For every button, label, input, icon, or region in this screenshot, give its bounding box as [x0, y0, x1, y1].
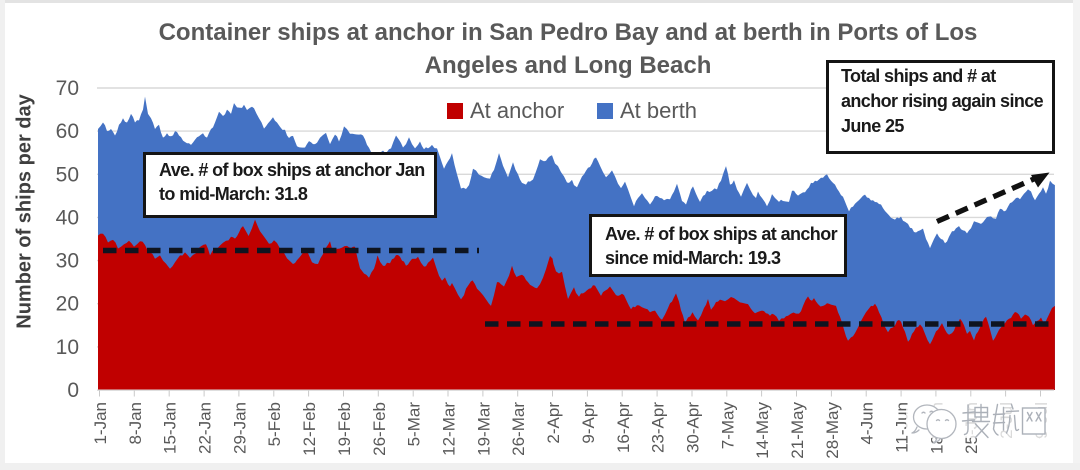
svg-text:7-May: 7-May: [718, 402, 737, 450]
svg-text:70: 70: [56, 77, 79, 100]
svg-text:5-Mar: 5-Mar: [405, 402, 424, 447]
svg-text:19-Mar: 19-Mar: [474, 402, 493, 456]
svg-text:15-Jan: 15-Jan: [161, 402, 180, 454]
svg-text:9-Apr: 9-Apr: [579, 402, 598, 444]
svg-text:0: 0: [67, 379, 79, 402]
svg-text:60: 60: [56, 120, 79, 143]
svg-text:1-Jan: 1-Jan: [91, 402, 110, 445]
svg-text:12-Feb: 12-Feb: [300, 402, 319, 456]
svg-text:50: 50: [56, 163, 79, 186]
svg-text:10: 10: [56, 336, 79, 359]
svg-text:22-Jan: 22-Jan: [196, 402, 215, 454]
svg-text:26-Feb: 26-Feb: [370, 402, 389, 456]
svg-text:20: 20: [56, 293, 79, 316]
svg-text:28-May: 28-May: [823, 402, 842, 459]
svg-text:14-May: 14-May: [753, 402, 772, 459]
svg-text:12-Mar: 12-Mar: [440, 402, 459, 456]
svg-text:19-Feb: 19-Feb: [335, 402, 354, 456]
svg-text:5-Feb: 5-Feb: [265, 402, 284, 446]
svg-text:30-Apr: 30-Apr: [684, 402, 703, 453]
svg-text:40: 40: [56, 206, 79, 229]
svg-text:2-Apr: 2-Apr: [544, 402, 563, 444]
svg-text:8-Jan: 8-Jan: [126, 402, 145, 445]
svg-text:16-Apr: 16-Apr: [614, 402, 633, 453]
svg-text:29-Jan: 29-Jan: [230, 402, 249, 454]
svg-text:30: 30: [56, 250, 79, 273]
svg-text:21-May: 21-May: [788, 402, 807, 459]
svg-text:4-Jun: 4-Jun: [858, 402, 877, 445]
svg-text:23-Apr: 23-Apr: [649, 402, 668, 453]
svg-text:26-Mar: 26-Mar: [509, 402, 528, 456]
